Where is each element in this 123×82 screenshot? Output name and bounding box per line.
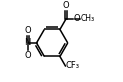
- Text: O: O: [24, 51, 31, 60]
- Text: O: O: [63, 1, 69, 10]
- Text: CH₃: CH₃: [81, 14, 95, 23]
- Text: O: O: [74, 14, 80, 23]
- Text: CF₃: CF₃: [66, 61, 80, 70]
- Text: O: O: [24, 26, 31, 35]
- Text: N: N: [25, 38, 31, 47]
